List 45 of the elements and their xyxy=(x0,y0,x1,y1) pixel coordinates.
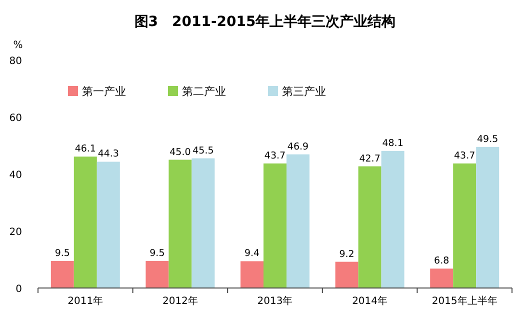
bar xyxy=(74,156,97,288)
data-label: 9.5 xyxy=(150,248,165,259)
bar xyxy=(264,163,286,288)
bar xyxy=(430,268,454,288)
data-label: 9.5 xyxy=(54,248,70,259)
data-label: 46.1 xyxy=(74,144,96,155)
bar xyxy=(96,162,120,288)
x-tick-label: 2013年 xyxy=(257,295,293,307)
data-label: 9.2 xyxy=(339,248,354,260)
legend-label: 第二产业 xyxy=(182,85,226,98)
bar xyxy=(168,160,192,288)
x-tick-label: 2015年上半年 xyxy=(432,295,498,307)
y-tick-label: 0 xyxy=(16,284,22,295)
data-label: 44.3 xyxy=(98,148,119,160)
legend-label: 第三产业 xyxy=(282,85,326,98)
legend-label: 第一产业 xyxy=(82,85,126,98)
y-tick-label: 40 xyxy=(9,170,22,181)
bar xyxy=(381,150,404,288)
x-tick-label: 2014年 xyxy=(352,295,388,307)
data-label: 46.9 xyxy=(287,141,309,152)
bar xyxy=(192,158,215,288)
x-tick-label: 2011年 xyxy=(68,295,104,307)
data-label: 49.5 xyxy=(477,134,498,145)
data-label: 9.4 xyxy=(244,248,260,260)
data-label: 48.1 xyxy=(382,138,404,149)
bar xyxy=(476,146,500,288)
data-label: 45.0 xyxy=(170,146,191,158)
x-tick-label: 2012年 xyxy=(162,295,198,307)
data-label: 6.8 xyxy=(434,256,450,267)
chart-title: 图3 2011-2015年上半年三次产业结构 xyxy=(134,13,396,30)
data-label: 43.7 xyxy=(264,150,286,162)
bar xyxy=(240,261,264,288)
bar xyxy=(50,260,74,288)
bar xyxy=(358,166,382,288)
data-label: 43.7 xyxy=(454,150,476,162)
y-tick-label: 60 xyxy=(9,113,22,124)
y-axis-title: % xyxy=(13,40,23,51)
bar xyxy=(453,163,476,288)
bar xyxy=(146,260,169,288)
y-tick-label: 20 xyxy=(9,227,22,238)
bar xyxy=(286,154,310,288)
data-label: 45.5 xyxy=(192,145,214,156)
data-label: 42.7 xyxy=(359,153,380,164)
y-tick-label: 80 xyxy=(9,56,22,67)
bar xyxy=(335,262,358,288)
